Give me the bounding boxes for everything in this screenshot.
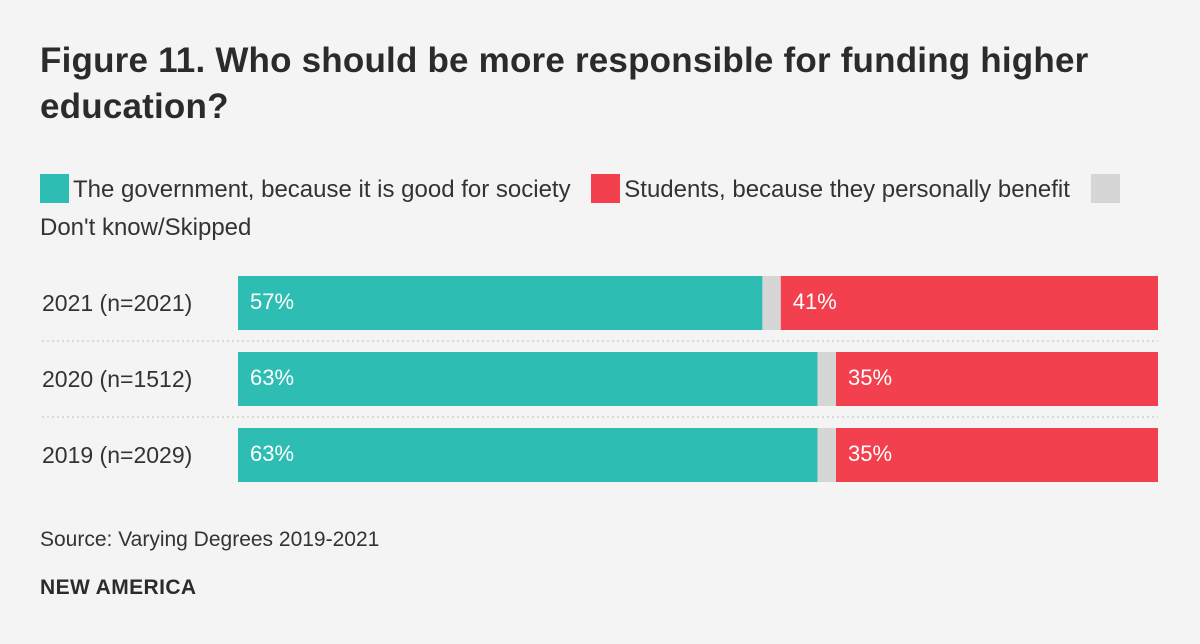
legend-swatch-dont-know — [1090, 174, 1120, 203]
brand-logo-text: NEW AMERICA — [40, 576, 197, 599]
source-note: Source: Varying Degrees 2019-2021 — [40, 528, 380, 551]
bar-segment-2021-government — [238, 276, 763, 330]
bar-segment-2020-government — [238, 352, 818, 406]
data-label-2021-students: 41% — [793, 289, 837, 314]
legend-swatch-students — [591, 174, 621, 203]
data-label-2021-government: 57% — [250, 289, 294, 314]
legend-item-students: Students, because they personally benefi… — [591, 174, 1070, 203]
legend: The government, because it is good for s… — [40, 171, 1170, 247]
bar-segment-2019-government — [238, 428, 818, 482]
data-label-2020-students: 35% — [848, 365, 892, 390]
data-label-2019-students: 35% — [848, 441, 892, 466]
category-label-2020: 2020 (n=1512) — [42, 366, 192, 392]
legend-label-dont-know: Don't know/Skipped — [40, 214, 252, 241]
stacked-bar-chart: 2021 (n=2021) 57% 41% 2020 (n=1512) 63% 35% 20… — [42, 276, 1158, 482]
category-label-2021: 2021 (n=2021) — [42, 290, 192, 316]
bar-segment-2020-dont-know — [817, 352, 836, 406]
chart-title: Figure 11. Who should be more responsibl… — [40, 41, 1089, 126]
data-label-2019-government: 63% — [250, 441, 294, 466]
legend-label-government: The government, because it is good for s… — [73, 176, 571, 203]
bar-segment-2019-students — [836, 428, 1158, 482]
bar-segment-2021-dont-know — [762, 276, 781, 330]
legend-item-dont-know: Don't know/Skipped — [40, 174, 1124, 241]
bar-segment-2020-students — [836, 352, 1158, 406]
data-label-2020-government: 63% — [250, 365, 294, 390]
bar-segment-2021-students — [780, 276, 1158, 330]
legend-label-students: Students, because they personally benefi… — [624, 176, 1070, 203]
bar-segment-2019-dont-know — [817, 428, 836, 482]
legend-swatch-government — [40, 174, 69, 203]
category-label-2019: 2019 (n=2029) — [42, 442, 192, 468]
legend-item-government: The government, because it is good for s… — [40, 174, 571, 203]
